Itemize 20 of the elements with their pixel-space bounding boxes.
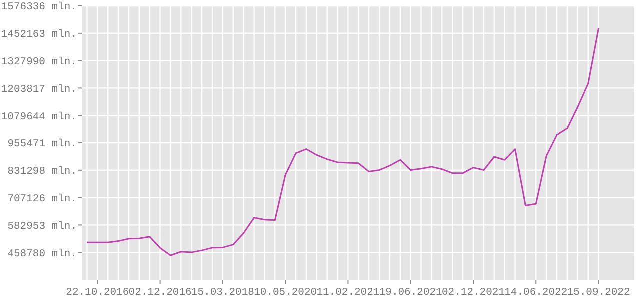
x-tick-label: 22.10.2016 xyxy=(66,287,130,299)
line-series xyxy=(86,28,600,256)
x-tick-label: 11.02.2021 xyxy=(316,287,380,299)
y-tick-label: 1203817 mln. xyxy=(1,84,77,96)
y-tick-label: 1452163 mln. xyxy=(1,29,77,42)
x-tick-label: 15.03.2018 xyxy=(191,287,254,299)
y-tick-label: 955471 mln. xyxy=(8,138,77,151)
x-tick-label: 15.09.2022 xyxy=(567,287,630,299)
y-tick-label: 1079644 mln. xyxy=(1,111,77,124)
y-tick-label: 707126 mln. xyxy=(8,193,77,206)
x-tick-label: 19.06.2021 xyxy=(379,287,442,299)
y-tick-label: 831298 mln. xyxy=(8,166,77,178)
x-tick-label: 14.06.2022 xyxy=(504,287,568,299)
y-tick-label: 582953 mln. xyxy=(8,220,77,233)
x-tick-label: 02.12.2021 xyxy=(442,287,506,299)
y-tick-label: 458780 mln. xyxy=(8,248,77,260)
x-tick-label: 10.05.2020 xyxy=(254,287,318,299)
y-tick-label: 1576336 mln. xyxy=(1,2,77,14)
y-tick-label: 1327990 mln. xyxy=(1,56,77,68)
x-tick-label: 02.12.2016 xyxy=(128,287,192,299)
